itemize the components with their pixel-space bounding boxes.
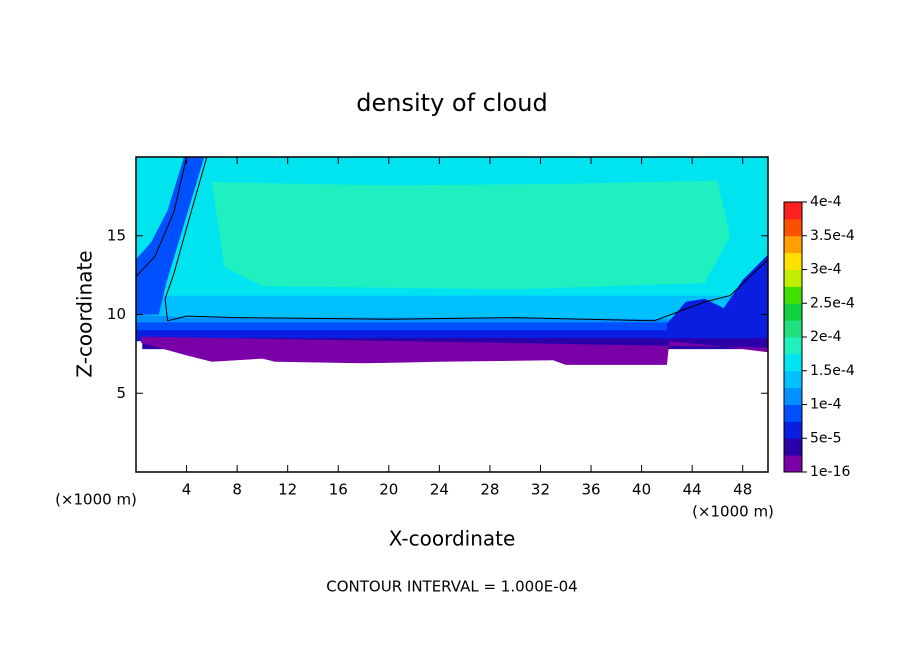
colorbar-swatch [784,218,802,237]
x-tick-label: 32 [531,481,550,499]
colorbar-swatch [784,235,802,254]
x-tick-label: 36 [581,481,600,499]
y-axis-label: Z-coordinate [73,250,97,377]
colorbar-swatch [784,404,802,422]
x-tick-label: 40 [632,481,651,499]
colorbar-tick-label: 2.5e-4 [810,295,855,311]
footnote: CONTOUR INTERVAL = 1.000E-04 [326,578,577,596]
colorbar-swatch [784,370,802,389]
contour-region [136,157,205,315]
contour-line [135,156,188,278]
contour-region [211,180,731,290]
colorbar-swatch [784,438,802,456]
colorbar-swatch [784,303,802,321]
colorbar-swatch [784,455,802,473]
chart-title: density of cloud [356,89,547,117]
x-tick-label: 24 [430,481,449,499]
x-tick-label: 4 [182,481,192,499]
contour-field [135,156,769,365]
colorbar-swatch [784,202,802,220]
contour-region [666,254,768,339]
y-tick-label: 10 [107,305,126,323]
colorbar-swatch [784,320,802,338]
colorbar-swatch [784,252,802,270]
colorbar-tick-label: 1e-4 [810,397,842,413]
axes: 4 8 12 16 20 24 28 32 36 40 44 48510151e-165e-51e-4… [107,156,855,499]
contour-region [141,336,769,365]
x-axis-label: X-coordinate [389,527,516,551]
contour-line [167,259,769,322]
y-tick-label: 15 [107,226,126,244]
x-tick-label: 48 [733,481,752,499]
x-tick-label: 16 [329,481,348,499]
x-tick-label: 44 [683,481,702,499]
x-unit-label: (×1000 m) [692,503,774,521]
colorbar-swatch [784,421,802,439]
colorbar-tick-label: 3e-4 [810,262,842,278]
colorbar-tick-label: 4e-4 [810,194,842,210]
y-tick-label: 5 [116,384,126,402]
colorbar-tick-label: 1.5e-4 [810,363,855,379]
colorbar-swatch [784,387,802,405]
colorbar-tick-label: 2e-4 [810,329,842,345]
colorbar-tick-label: 5e-5 [810,430,841,446]
contour-region [136,295,768,324]
colorbar-swatch [784,337,802,355]
y-unit-label: (×1000 m) [55,491,137,509]
x-tick-label: 28 [480,481,499,499]
contour-line [164,156,208,321]
colorbar-tick-label: 3.5e-4 [810,228,855,244]
colorbar-swatch [784,286,802,304]
colorbar-swatch [784,353,802,372]
colorbar-swatch [784,269,802,287]
x-tick-label: 8 [232,481,242,499]
x-tick-label: 12 [278,481,297,499]
colorbar-tick-label: 1e-16 [810,464,850,480]
x-tick-label: 20 [379,481,398,499]
